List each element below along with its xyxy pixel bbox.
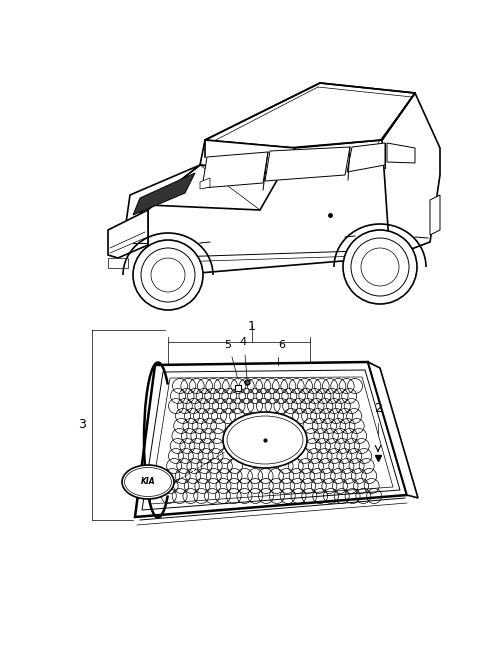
Ellipse shape	[122, 465, 174, 499]
Polygon shape	[382, 93, 440, 257]
Polygon shape	[200, 178, 210, 189]
Text: KIA: KIA	[141, 478, 156, 487]
Polygon shape	[202, 152, 268, 188]
Text: 1: 1	[248, 320, 256, 333]
Circle shape	[343, 230, 417, 304]
Polygon shape	[387, 143, 415, 163]
Bar	[108, 258, 128, 268]
Polygon shape	[368, 362, 418, 498]
Polygon shape	[148, 140, 430, 275]
Polygon shape	[430, 195, 440, 235]
Text: 4: 4	[240, 337, 247, 347]
Text: 5: 5	[225, 340, 231, 350]
Polygon shape	[148, 165, 280, 210]
Circle shape	[133, 240, 203, 310]
Polygon shape	[200, 140, 295, 175]
Polygon shape	[125, 165, 200, 230]
Polygon shape	[347, 143, 385, 172]
Text: 2: 2	[374, 402, 382, 415]
Polygon shape	[108, 210, 148, 258]
Text: 6: 6	[278, 340, 285, 350]
Polygon shape	[108, 83, 440, 275]
Polygon shape	[265, 147, 350, 181]
Text: 3: 3	[78, 419, 86, 432]
Polygon shape	[133, 173, 195, 215]
Ellipse shape	[223, 412, 307, 468]
Polygon shape	[150, 377, 393, 504]
Polygon shape	[135, 362, 407, 517]
